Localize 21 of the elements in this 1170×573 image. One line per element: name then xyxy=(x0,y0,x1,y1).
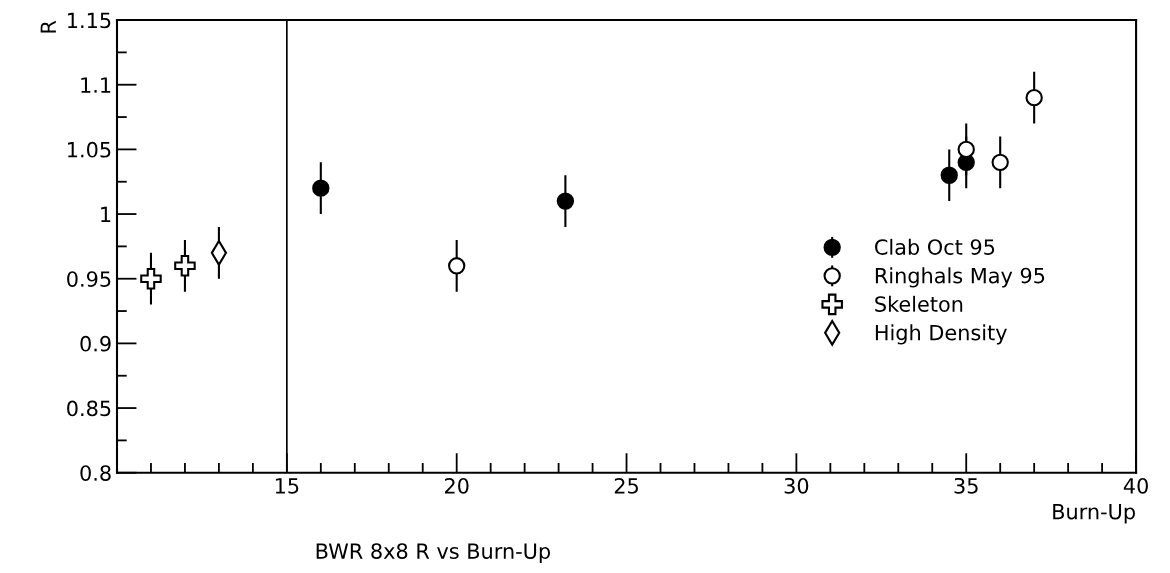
text: BWR 8x8 R vs Burn-Up xyxy=(316,543,551,564)
legend-label: Ringhals May 95 xyxy=(875,267,1045,288)
y-tick-label: 1.15 xyxy=(68,12,111,29)
legend-label: Skeleton xyxy=(875,295,963,312)
legend-label: Clab Oct 95 xyxy=(875,238,995,255)
y-tick-label: 0.95 xyxy=(67,271,111,287)
y-tick-label: 1 xyxy=(101,206,111,222)
y-tick-label: 1.1 xyxy=(81,77,111,93)
x-tick-label: 20 xyxy=(444,477,469,494)
x-tick-label: 35 xyxy=(954,477,978,494)
x-tick-label: 30 xyxy=(784,477,809,494)
y-axis-title: R xyxy=(40,20,56,33)
y-tick-label: 0.8 xyxy=(80,465,111,481)
x-tick-label: 40 xyxy=(1123,477,1148,494)
x-tick-label: 25 xyxy=(614,477,638,494)
legend-label: High Density xyxy=(875,324,1007,345)
x-tick-label: 15 xyxy=(275,478,299,494)
y-tick-label: 0.9 xyxy=(80,335,111,352)
y-tick-label: 1.05 xyxy=(68,141,111,158)
x-axis-title: Burn-Up xyxy=(1053,503,1135,524)
y-tick-label: 0.85 xyxy=(67,400,111,417)
